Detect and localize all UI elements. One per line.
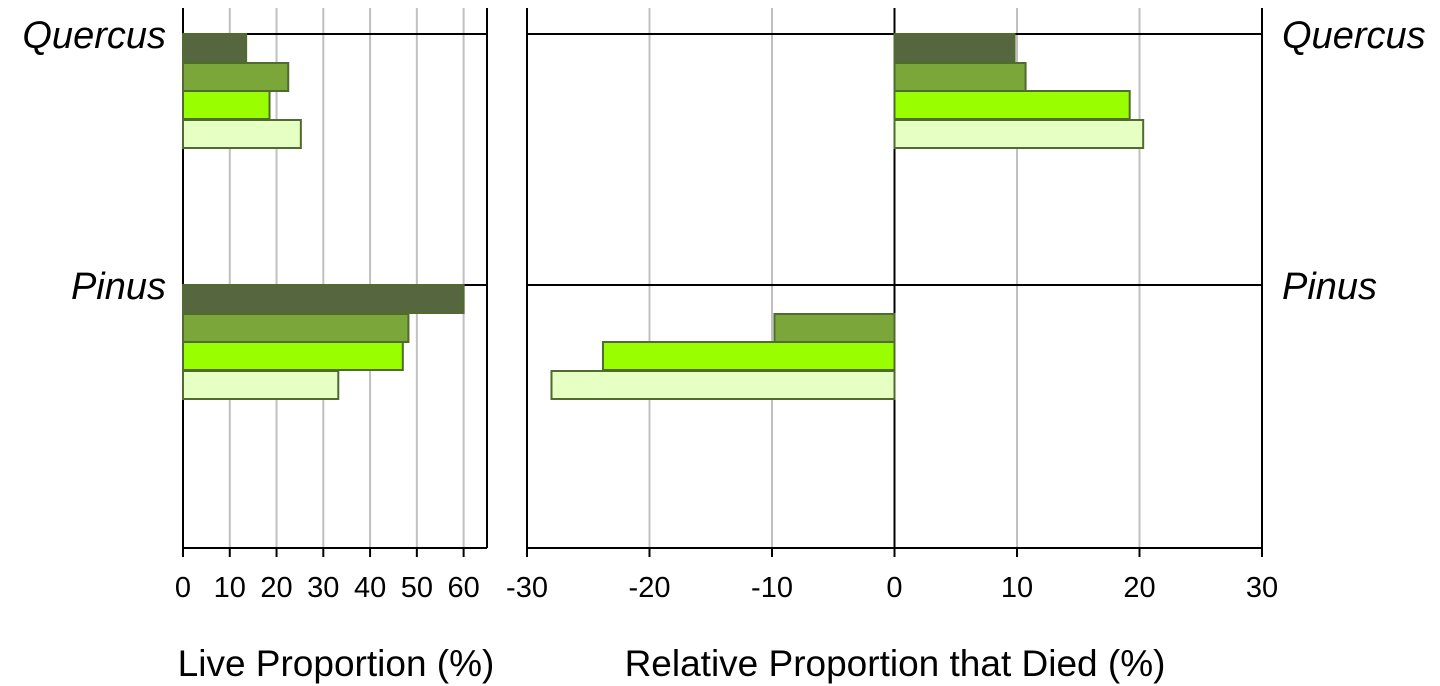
- category-label: Pinus: [71, 266, 166, 308]
- tick-label: -30: [506, 572, 548, 604]
- bar: [182, 62, 290, 92]
- category-label: Quercus: [22, 15, 166, 57]
- panel-relative-died: -30 -20 -10 0 10 20 30 Quercus Pinus Relative Pro…: [506, 8, 1426, 684]
- tick-label: 60: [447, 572, 479, 604]
- tick-label: 20: [260, 572, 292, 604]
- bar: [182, 370, 340, 400]
- category-label: Quercus: [1282, 15, 1426, 57]
- bar: [182, 341, 404, 371]
- tick-label: 30: [1246, 572, 1278, 604]
- category-label: Pinus: [1282, 266, 1377, 308]
- tick-label: 10: [214, 572, 246, 604]
- panel-live-proportion: 0 10 20 30 40 50 60 Quercus Pinus Live Proportion…: [22, 8, 494, 684]
- bar: [773, 313, 896, 343]
- bar: [893, 33, 1016, 63]
- tick-label: -20: [629, 572, 671, 604]
- tick-label: -10: [751, 572, 793, 604]
- tick-label: 20: [1123, 572, 1155, 604]
- bar: [893, 90, 1131, 120]
- tick-label: 40: [354, 572, 386, 604]
- bar: [182, 33, 248, 63]
- bar: [601, 341, 896, 371]
- bar: [182, 119, 302, 149]
- bar: [893, 62, 1027, 92]
- x-axis-label: Relative Proportion that Died (%): [625, 643, 1166, 684]
- tick-label: 0: [886, 572, 902, 604]
- tick-label: 10: [1001, 572, 1033, 604]
- bar: [182, 313, 410, 343]
- tick-label: 50: [401, 572, 433, 604]
- x-axis-label: Live Proportion (%): [178, 643, 495, 684]
- tick-label: 30: [307, 572, 339, 604]
- tick-label: 0: [175, 572, 191, 604]
- bar: [182, 90, 271, 120]
- bar: [893, 119, 1145, 149]
- bar: [182, 284, 465, 314]
- bar: [550, 370, 896, 400]
